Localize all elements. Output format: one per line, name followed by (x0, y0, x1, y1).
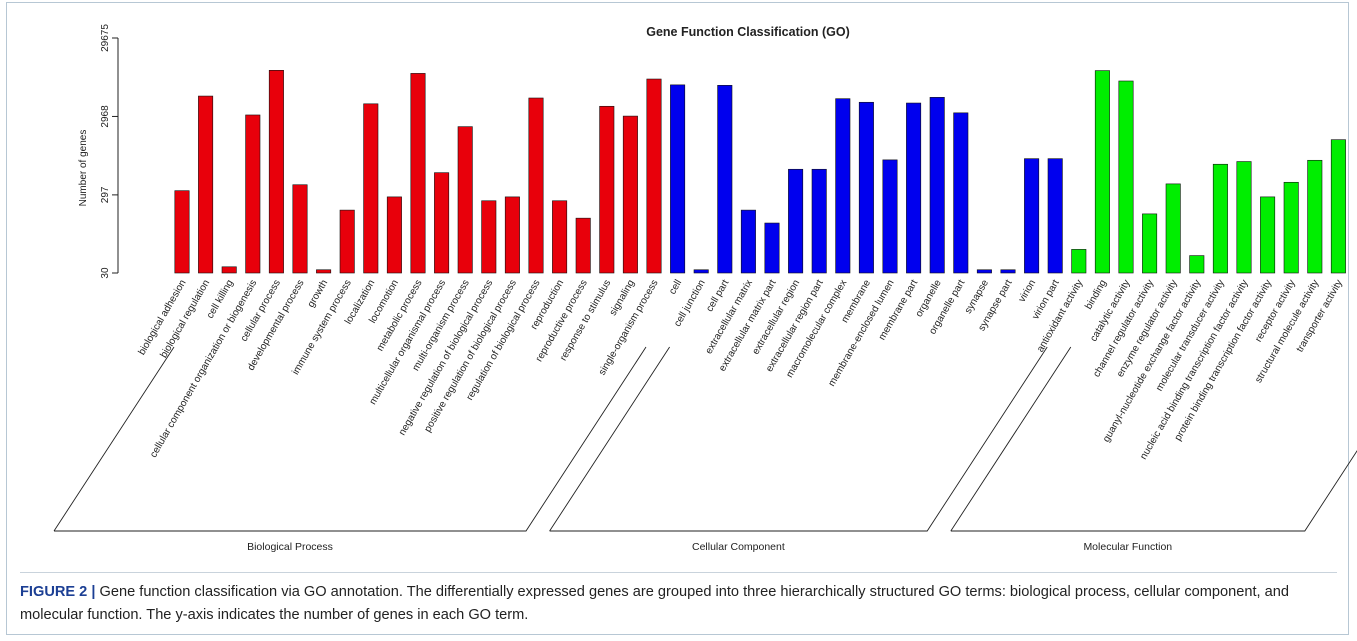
figure-frame (6, 2, 1349, 635)
bar (434, 172, 450, 274)
bar (198, 95, 214, 274)
bar (1094, 70, 1110, 274)
bar (1330, 139, 1346, 274)
bar (339, 209, 355, 274)
bar (953, 112, 969, 274)
bar (599, 105, 615, 274)
bar (174, 190, 190, 274)
figure-label: FIGURE 2 | (20, 584, 96, 600)
bar (1307, 159, 1323, 274)
bar (1189, 255, 1205, 274)
bar (504, 196, 520, 274)
bar (575, 217, 591, 274)
bar (882, 159, 898, 274)
x-tick-label: binding (1083, 278, 1109, 311)
bar (1236, 161, 1252, 274)
figure-caption: FIGURE 2 | Gene function classification … (20, 581, 1340, 627)
bar (1142, 213, 1158, 274)
group-bracket (549, 346, 1048, 532)
bar (1047, 158, 1063, 274)
y-tick-label: 2968 (100, 105, 111, 128)
bar (481, 200, 497, 274)
bar (221, 266, 237, 274)
x-tick-label: cell (667, 278, 684, 297)
bar (622, 115, 638, 274)
go-bar-chart: Gene Function Classification (GO) Number… (53, 24, 1357, 553)
bar (670, 84, 686, 274)
bar (1000, 269, 1016, 274)
bar (292, 184, 308, 274)
bar (1118, 80, 1134, 274)
bar (1024, 158, 1040, 274)
x-tick-label: growth (306, 278, 331, 309)
bar (1165, 183, 1181, 274)
bar (740, 209, 756, 274)
caption-text: Gene function classification via GO anno… (20, 584, 1289, 623)
bar (693, 269, 709, 274)
y-axis: 30 297 2968 29675 (100, 24, 119, 279)
bar (245, 114, 261, 274)
y-tick-label: 30 (100, 267, 111, 279)
group-bracket (950, 346, 1357, 532)
group-bracket (53, 346, 647, 532)
bar (764, 222, 780, 274)
x-tick-label: virion (1017, 278, 1038, 304)
bar (268, 70, 284, 274)
chart-title: Gene Function Classification (GO) (646, 25, 850, 39)
bar (1212, 163, 1228, 274)
bar (858, 101, 874, 274)
bar (1260, 196, 1276, 274)
caption-separator (20, 572, 1337, 573)
bar (717, 85, 733, 274)
bar (528, 97, 544, 274)
group-label: Biological Process (247, 541, 333, 553)
bar (929, 97, 945, 274)
bar (788, 168, 804, 274)
bar (811, 168, 827, 274)
bar (906, 102, 922, 274)
bar (646, 78, 662, 274)
bar (457, 126, 473, 274)
y-tick-label: 297 (100, 186, 111, 203)
bars (174, 70, 1346, 274)
bar (386, 196, 402, 274)
group-label: Cellular Component (692, 541, 785, 553)
bar (835, 98, 851, 274)
bar (316, 269, 332, 274)
bar (363, 103, 379, 274)
y-tick-label: 29675 (100, 24, 111, 52)
group-brackets: Biological Process Cellular Component Mole… (53, 346, 1357, 553)
bar (410, 73, 426, 274)
bar (1071, 249, 1087, 274)
bar (976, 269, 992, 274)
bar (1283, 181, 1299, 274)
bar (552, 200, 568, 274)
y-axis-label: Number of genes (78, 130, 89, 207)
group-label: Molecular Function (1083, 541, 1172, 553)
